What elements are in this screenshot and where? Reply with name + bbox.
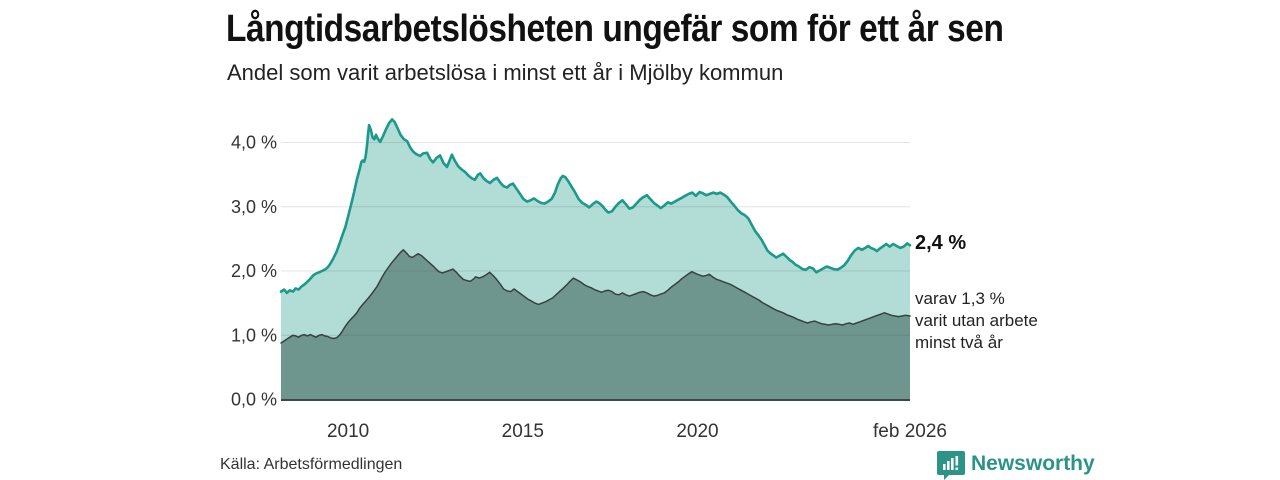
logo-bar-1 xyxy=(943,464,946,470)
x-tick-label: 2020 xyxy=(676,421,718,442)
series-line-2 xyxy=(280,249,911,344)
logo-exclamation-bar xyxy=(955,456,959,466)
x-tick-label: feb 2026 xyxy=(873,421,947,442)
y-tick-label: 1,0 % xyxy=(231,325,277,345)
latest-total-value-label: 2,4 % xyxy=(915,232,967,254)
y-tick-label: 3,0 % xyxy=(231,197,277,217)
page-title: Långtidsarbetslösheten ungefär som för e… xyxy=(226,8,1004,50)
x-tick-label: 2010 xyxy=(327,421,369,442)
y-tick-label: 0,0 % xyxy=(231,390,277,410)
logo-bar-3 xyxy=(951,458,954,470)
newsworthy-brand: Newsworthy xyxy=(937,450,1095,480)
x-tick-label: 2015 xyxy=(502,421,544,442)
series-area-2 xyxy=(281,249,910,400)
source-attribution: Källa: Arbetsförmedlingen xyxy=(220,456,403,473)
newsworthy-logo-icon xyxy=(937,451,965,480)
series-line-1 xyxy=(279,118,912,295)
logo-bar-2 xyxy=(947,461,950,470)
newsworthy-wordmark: Newsworthy xyxy=(971,452,1095,475)
page-subtitle: Andel som varit arbetslösa i minst ett å… xyxy=(227,60,784,85)
y-tick-label: 2,0 % xyxy=(231,261,277,281)
logo-exclamation-dot xyxy=(955,467,959,471)
y-tick-label: 4,0 % xyxy=(231,133,277,153)
latest-two-year-annotation: varav 1,3 % varit utan arbete minst två … xyxy=(915,289,1038,353)
